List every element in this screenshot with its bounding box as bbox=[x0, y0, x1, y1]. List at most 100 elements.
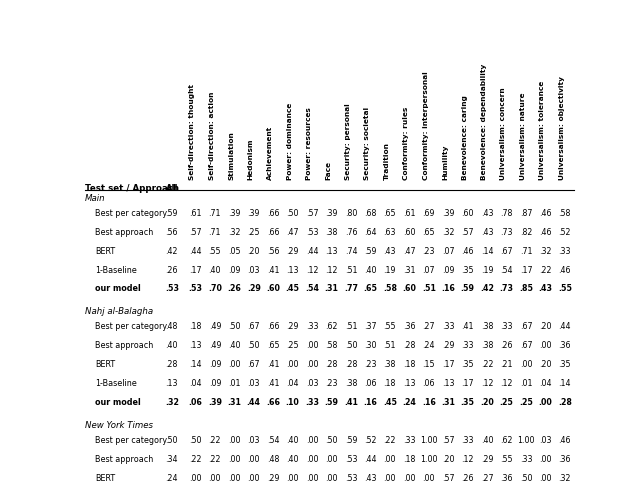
Text: .59: .59 bbox=[345, 436, 357, 445]
Text: .73: .73 bbox=[500, 228, 513, 237]
Text: .59: .59 bbox=[461, 284, 475, 293]
Text: .00: .00 bbox=[286, 474, 299, 483]
Text: .46: .46 bbox=[461, 246, 474, 255]
Text: .00: .00 bbox=[209, 474, 221, 483]
Text: .50: .50 bbox=[286, 209, 299, 217]
Text: .55: .55 bbox=[500, 455, 513, 464]
Text: .55: .55 bbox=[558, 284, 572, 293]
Text: .36: .36 bbox=[559, 341, 571, 350]
Text: .67: .67 bbox=[248, 322, 260, 331]
Text: .20: .20 bbox=[480, 398, 494, 407]
Text: .67: .67 bbox=[520, 322, 532, 331]
Text: .23: .23 bbox=[422, 246, 435, 255]
Text: .47: .47 bbox=[403, 246, 415, 255]
Text: .14: .14 bbox=[189, 360, 202, 369]
Text: .13: .13 bbox=[189, 341, 202, 350]
Text: .46: .46 bbox=[539, 228, 552, 237]
Text: .44: .44 bbox=[246, 398, 260, 407]
Text: .41: .41 bbox=[344, 398, 358, 407]
Text: .85: .85 bbox=[519, 284, 533, 293]
Text: .33: .33 bbox=[305, 398, 319, 407]
Text: .00: .00 bbox=[306, 341, 318, 350]
Text: Best per category: Best per category bbox=[95, 322, 167, 331]
Text: .00: .00 bbox=[306, 360, 318, 369]
Text: .32: .32 bbox=[559, 474, 571, 483]
Text: .00: .00 bbox=[248, 455, 260, 464]
Text: .03: .03 bbox=[248, 379, 260, 388]
Text: .58: .58 bbox=[325, 341, 338, 350]
Text: .65: .65 bbox=[267, 341, 280, 350]
Text: Best approach: Best approach bbox=[95, 455, 153, 464]
Text: Conformity: rules: Conformity: rules bbox=[403, 107, 409, 180]
Text: .25: .25 bbox=[248, 228, 260, 237]
Text: .42: .42 bbox=[166, 246, 178, 255]
Text: .56: .56 bbox=[166, 228, 178, 237]
Text: .13: .13 bbox=[442, 379, 454, 388]
Text: .10: .10 bbox=[285, 398, 300, 407]
Text: .16: .16 bbox=[364, 398, 378, 407]
Text: .00: .00 bbox=[228, 436, 241, 445]
Text: .38: .38 bbox=[345, 379, 357, 388]
Text: .58: .58 bbox=[559, 209, 571, 217]
Text: .26: .26 bbox=[227, 284, 241, 293]
Text: .53: .53 bbox=[345, 455, 357, 464]
Text: .29: .29 bbox=[286, 246, 299, 255]
Text: .77: .77 bbox=[344, 284, 358, 293]
Text: .06: .06 bbox=[422, 379, 435, 388]
Text: .39: .39 bbox=[248, 209, 260, 217]
Text: .36: .36 bbox=[403, 322, 415, 331]
Text: .46: .46 bbox=[559, 266, 571, 275]
Text: .18: .18 bbox=[383, 379, 396, 388]
Text: Self-direction: action: Self-direction: action bbox=[209, 92, 215, 180]
Text: .17: .17 bbox=[461, 379, 474, 388]
Text: .15: .15 bbox=[422, 360, 435, 369]
Text: Conformity: interpersonal: Conformity: interpersonal bbox=[422, 71, 429, 180]
Text: .73: .73 bbox=[499, 284, 513, 293]
Text: .57: .57 bbox=[306, 209, 318, 217]
Text: .65: .65 bbox=[364, 284, 378, 293]
Text: BERT: BERT bbox=[95, 474, 115, 483]
Text: .36: .36 bbox=[500, 474, 513, 483]
Text: 1.00: 1.00 bbox=[517, 436, 534, 445]
Text: .65: .65 bbox=[383, 209, 396, 217]
Text: .01: .01 bbox=[520, 379, 532, 388]
Text: .25: .25 bbox=[519, 398, 533, 407]
Text: .43: .43 bbox=[538, 284, 552, 293]
Text: .33: .33 bbox=[403, 436, 415, 445]
Text: .00: .00 bbox=[189, 474, 202, 483]
Text: .31: .31 bbox=[441, 398, 455, 407]
Text: .32: .32 bbox=[228, 228, 241, 237]
Text: .37: .37 bbox=[364, 322, 376, 331]
Text: .01: .01 bbox=[228, 379, 241, 388]
Text: .23: .23 bbox=[325, 379, 338, 388]
Text: .31: .31 bbox=[227, 398, 241, 407]
Text: Best per category: Best per category bbox=[95, 209, 167, 217]
Text: .78: .78 bbox=[500, 209, 513, 217]
Text: .05: .05 bbox=[228, 246, 241, 255]
Text: .66: .66 bbox=[267, 322, 280, 331]
Text: .29: .29 bbox=[267, 474, 279, 483]
Text: .32: .32 bbox=[165, 398, 179, 407]
Text: Security: societal: Security: societal bbox=[364, 107, 371, 180]
Text: Universalism: tolerance: Universalism: tolerance bbox=[540, 81, 545, 180]
Text: .43: .43 bbox=[481, 228, 493, 237]
Text: .74: .74 bbox=[345, 246, 357, 255]
Text: .22: .22 bbox=[383, 436, 396, 445]
Text: .76: .76 bbox=[345, 228, 357, 237]
Text: 1.00: 1.00 bbox=[420, 455, 437, 464]
Text: .09: .09 bbox=[228, 266, 241, 275]
Text: .09: .09 bbox=[209, 360, 221, 369]
Text: .25: .25 bbox=[286, 341, 299, 350]
Text: .24: .24 bbox=[403, 398, 416, 407]
Text: .60: .60 bbox=[403, 228, 415, 237]
Text: .22: .22 bbox=[539, 266, 552, 275]
Text: .00: .00 bbox=[422, 474, 435, 483]
Text: .54: .54 bbox=[500, 266, 513, 275]
Text: our model: our model bbox=[95, 284, 141, 293]
Text: Power: resources: Power: resources bbox=[306, 108, 312, 180]
Text: .60: .60 bbox=[403, 284, 416, 293]
Text: .52: .52 bbox=[364, 436, 376, 445]
Text: .65: .65 bbox=[422, 228, 435, 237]
Text: BERT: BERT bbox=[95, 360, 115, 369]
Text: .66: .66 bbox=[267, 228, 280, 237]
